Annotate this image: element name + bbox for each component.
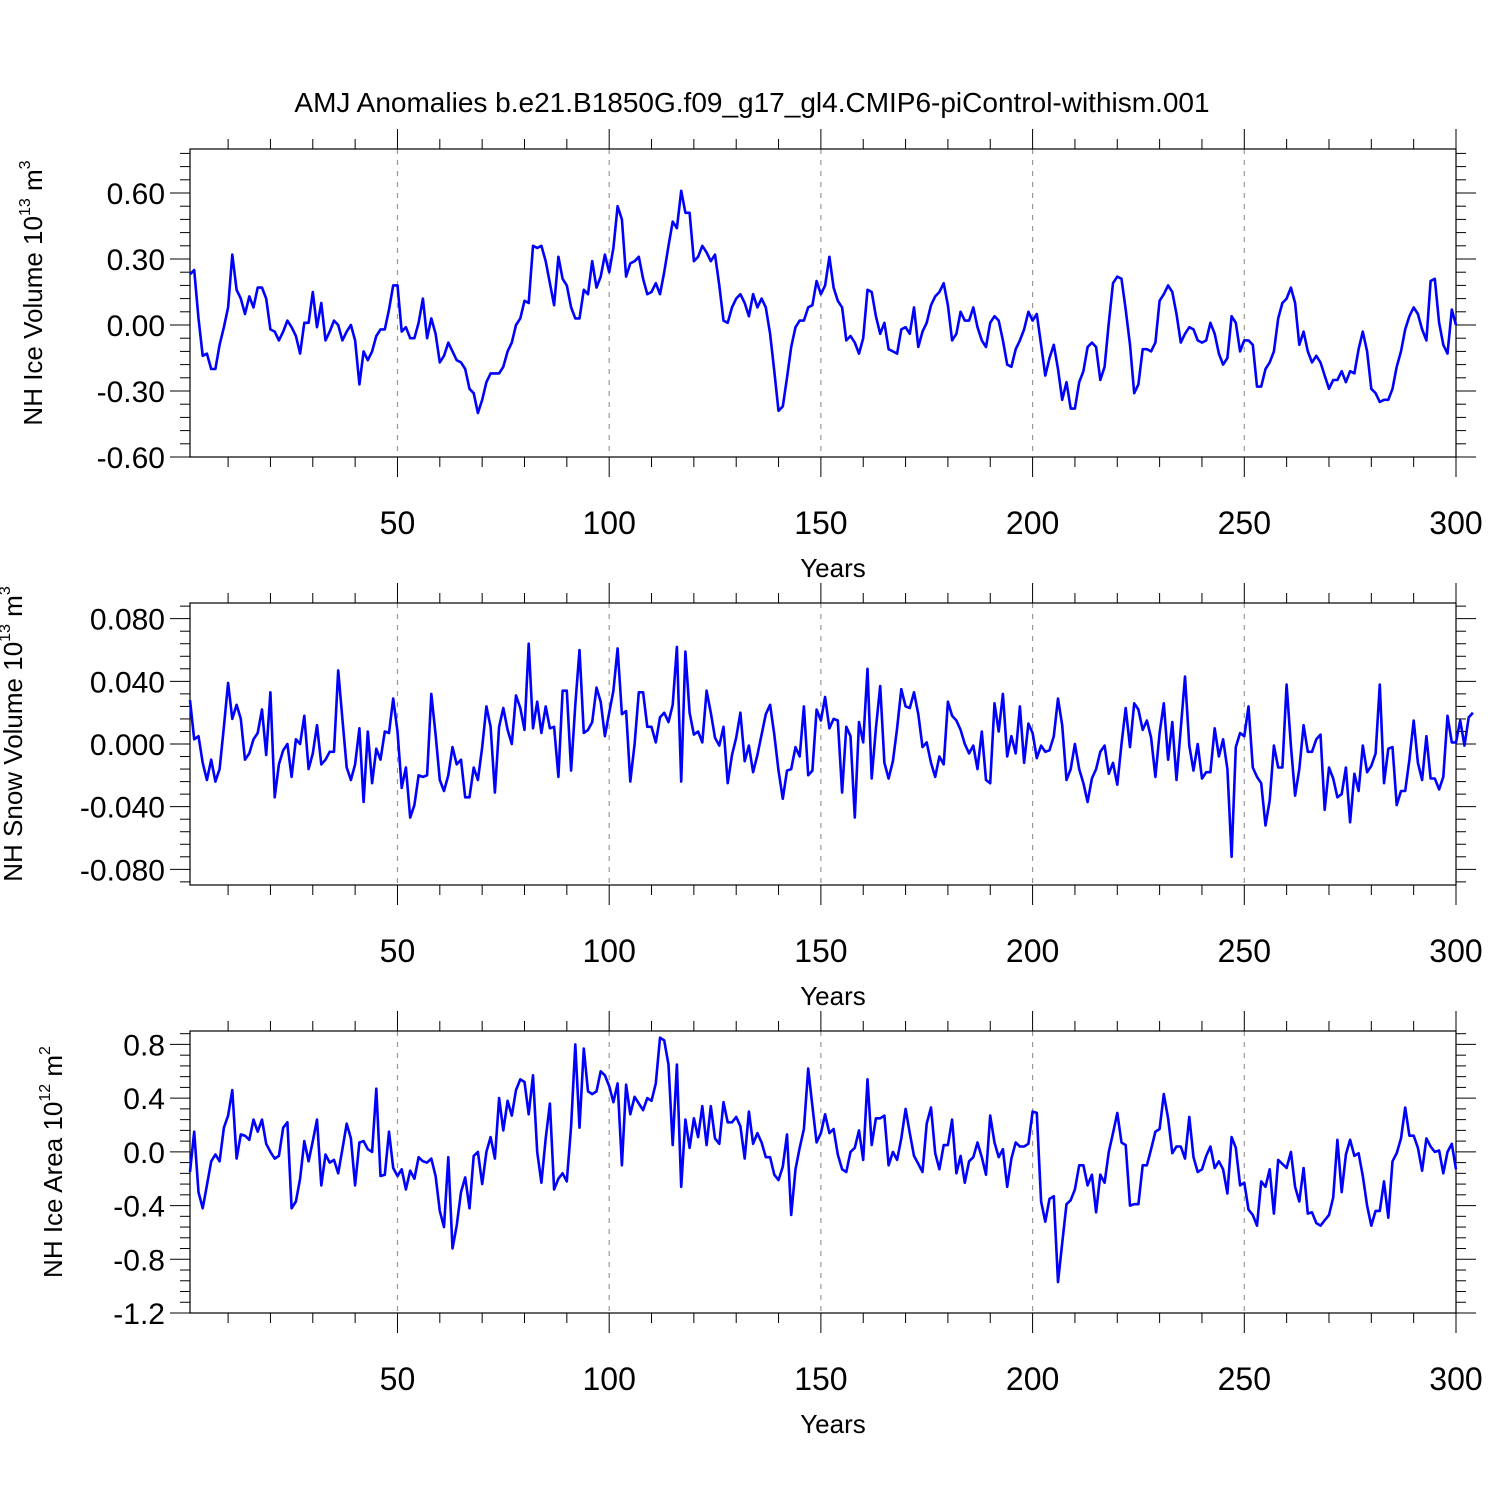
y-axis-label-main: NH Ice Volume 10 — [18, 216, 48, 426]
y-tick-label: -0.8 — [113, 1244, 165, 1277]
x-tick-label: 150 — [794, 1361, 847, 1397]
x-tick-label: 300 — [1429, 505, 1482, 541]
x-tick-label: 300 — [1429, 933, 1482, 969]
x-tick-label: 150 — [794, 933, 847, 969]
x-tick-label: 250 — [1218, 505, 1271, 541]
y-axis-label: NH Snow Volume 1013 m3 — [0, 586, 28, 882]
y-tick-label: -1.2 — [113, 1298, 165, 1331]
plot-frame — [189, 602, 1457, 886]
x-tick-label: 100 — [582, 933, 635, 969]
y-axis-label: NH Ice Area 1012 m2 — [37, 1046, 68, 1278]
x-tick-label: 200 — [1006, 933, 1059, 969]
y-axis-label-unit-exponent: 3 — [0, 586, 14, 595]
y-axis-label-unit: m — [0, 595, 28, 624]
x-axis-label: Years — [800, 553, 866, 583]
panel-1: 50 100 150 200 250 300 -0.60 -0.30 0.00 0.30 0.60 Y… — [17, 129, 1483, 583]
plot-frame — [189, 148, 1457, 458]
y-axis-label-exponent: 13 — [17, 198, 34, 216]
y-tick-label: 0.000 — [90, 729, 165, 762]
y-axis-label: NH Ice Volume 1013 m3 — [17, 160, 48, 425]
y-tick-label: -0.080 — [80, 854, 165, 887]
series-line — [188, 642, 1474, 859]
panel-3: 50 100 150 200 250 300 -1.2 -0.8 -0.4 0.0 0.4 0.8 Ye… — [37, 1011, 1483, 1439]
x-tick-label: 50 — [380, 1361, 416, 1397]
x-axis-label: Years — [800, 1409, 866, 1439]
y-tick-label: 0.040 — [90, 666, 165, 699]
y-tick-label: 0.4 — [123, 1083, 165, 1116]
x-tick-label: 250 — [1218, 1361, 1271, 1397]
y-tick-label: 0.60 — [107, 178, 165, 211]
x-tick-label: 200 — [1006, 505, 1059, 541]
y-tick-label: -0.4 — [113, 1191, 165, 1224]
x-tick-label: 250 — [1218, 933, 1271, 969]
y-axis-label-unit-exponent: 3 — [17, 160, 34, 169]
x-tick-label: 100 — [582, 505, 635, 541]
y-axis-label-unit: m — [38, 1055, 68, 1084]
x-axis-label: Years — [800, 981, 866, 1011]
series-line — [188, 1036, 1458, 1284]
y-tick-label: 0.080 — [90, 604, 165, 637]
y-tick-label: 0.30 — [107, 244, 165, 277]
y-axis-label-main: NH Snow Volume 10 — [0, 642, 28, 882]
series-line — [189, 189, 1458, 415]
chart-title: AMJ Anomalies b.e21.B1850G.f09_g17_gl4.C… — [294, 87, 1209, 118]
y-axis-label-exponent: 13 — [0, 624, 14, 642]
y-axis-label-exponent: 12 — [37, 1084, 54, 1102]
y-tick-label: -0.60 — [97, 442, 165, 475]
x-tick-label: 50 — [380, 933, 416, 969]
y-tick-label: -0.30 — [97, 376, 165, 409]
x-tick-label: 300 — [1429, 1361, 1482, 1397]
panel-2: 50 100 150 200 250 300 -0.080 -0.040 0.000 0.040 0… — [0, 583, 1483, 1011]
x-tick-label: 100 — [582, 1361, 635, 1397]
x-tick-label: 50 — [380, 505, 416, 541]
y-tick-label: 0.00 — [107, 310, 165, 343]
y-tick-label: 0.0 — [123, 1137, 165, 1170]
y-axis-label-unit: m — [18, 169, 48, 198]
y-tick-label: 0.8 — [123, 1029, 165, 1062]
x-tick-label: 200 — [1006, 1361, 1059, 1397]
y-axis-label-unit-exponent: 2 — [37, 1046, 54, 1055]
y-axis-label-main: NH Ice Area 10 — [38, 1102, 68, 1278]
y-tick-label: -0.040 — [80, 792, 165, 825]
x-tick-label: 150 — [794, 505, 847, 541]
